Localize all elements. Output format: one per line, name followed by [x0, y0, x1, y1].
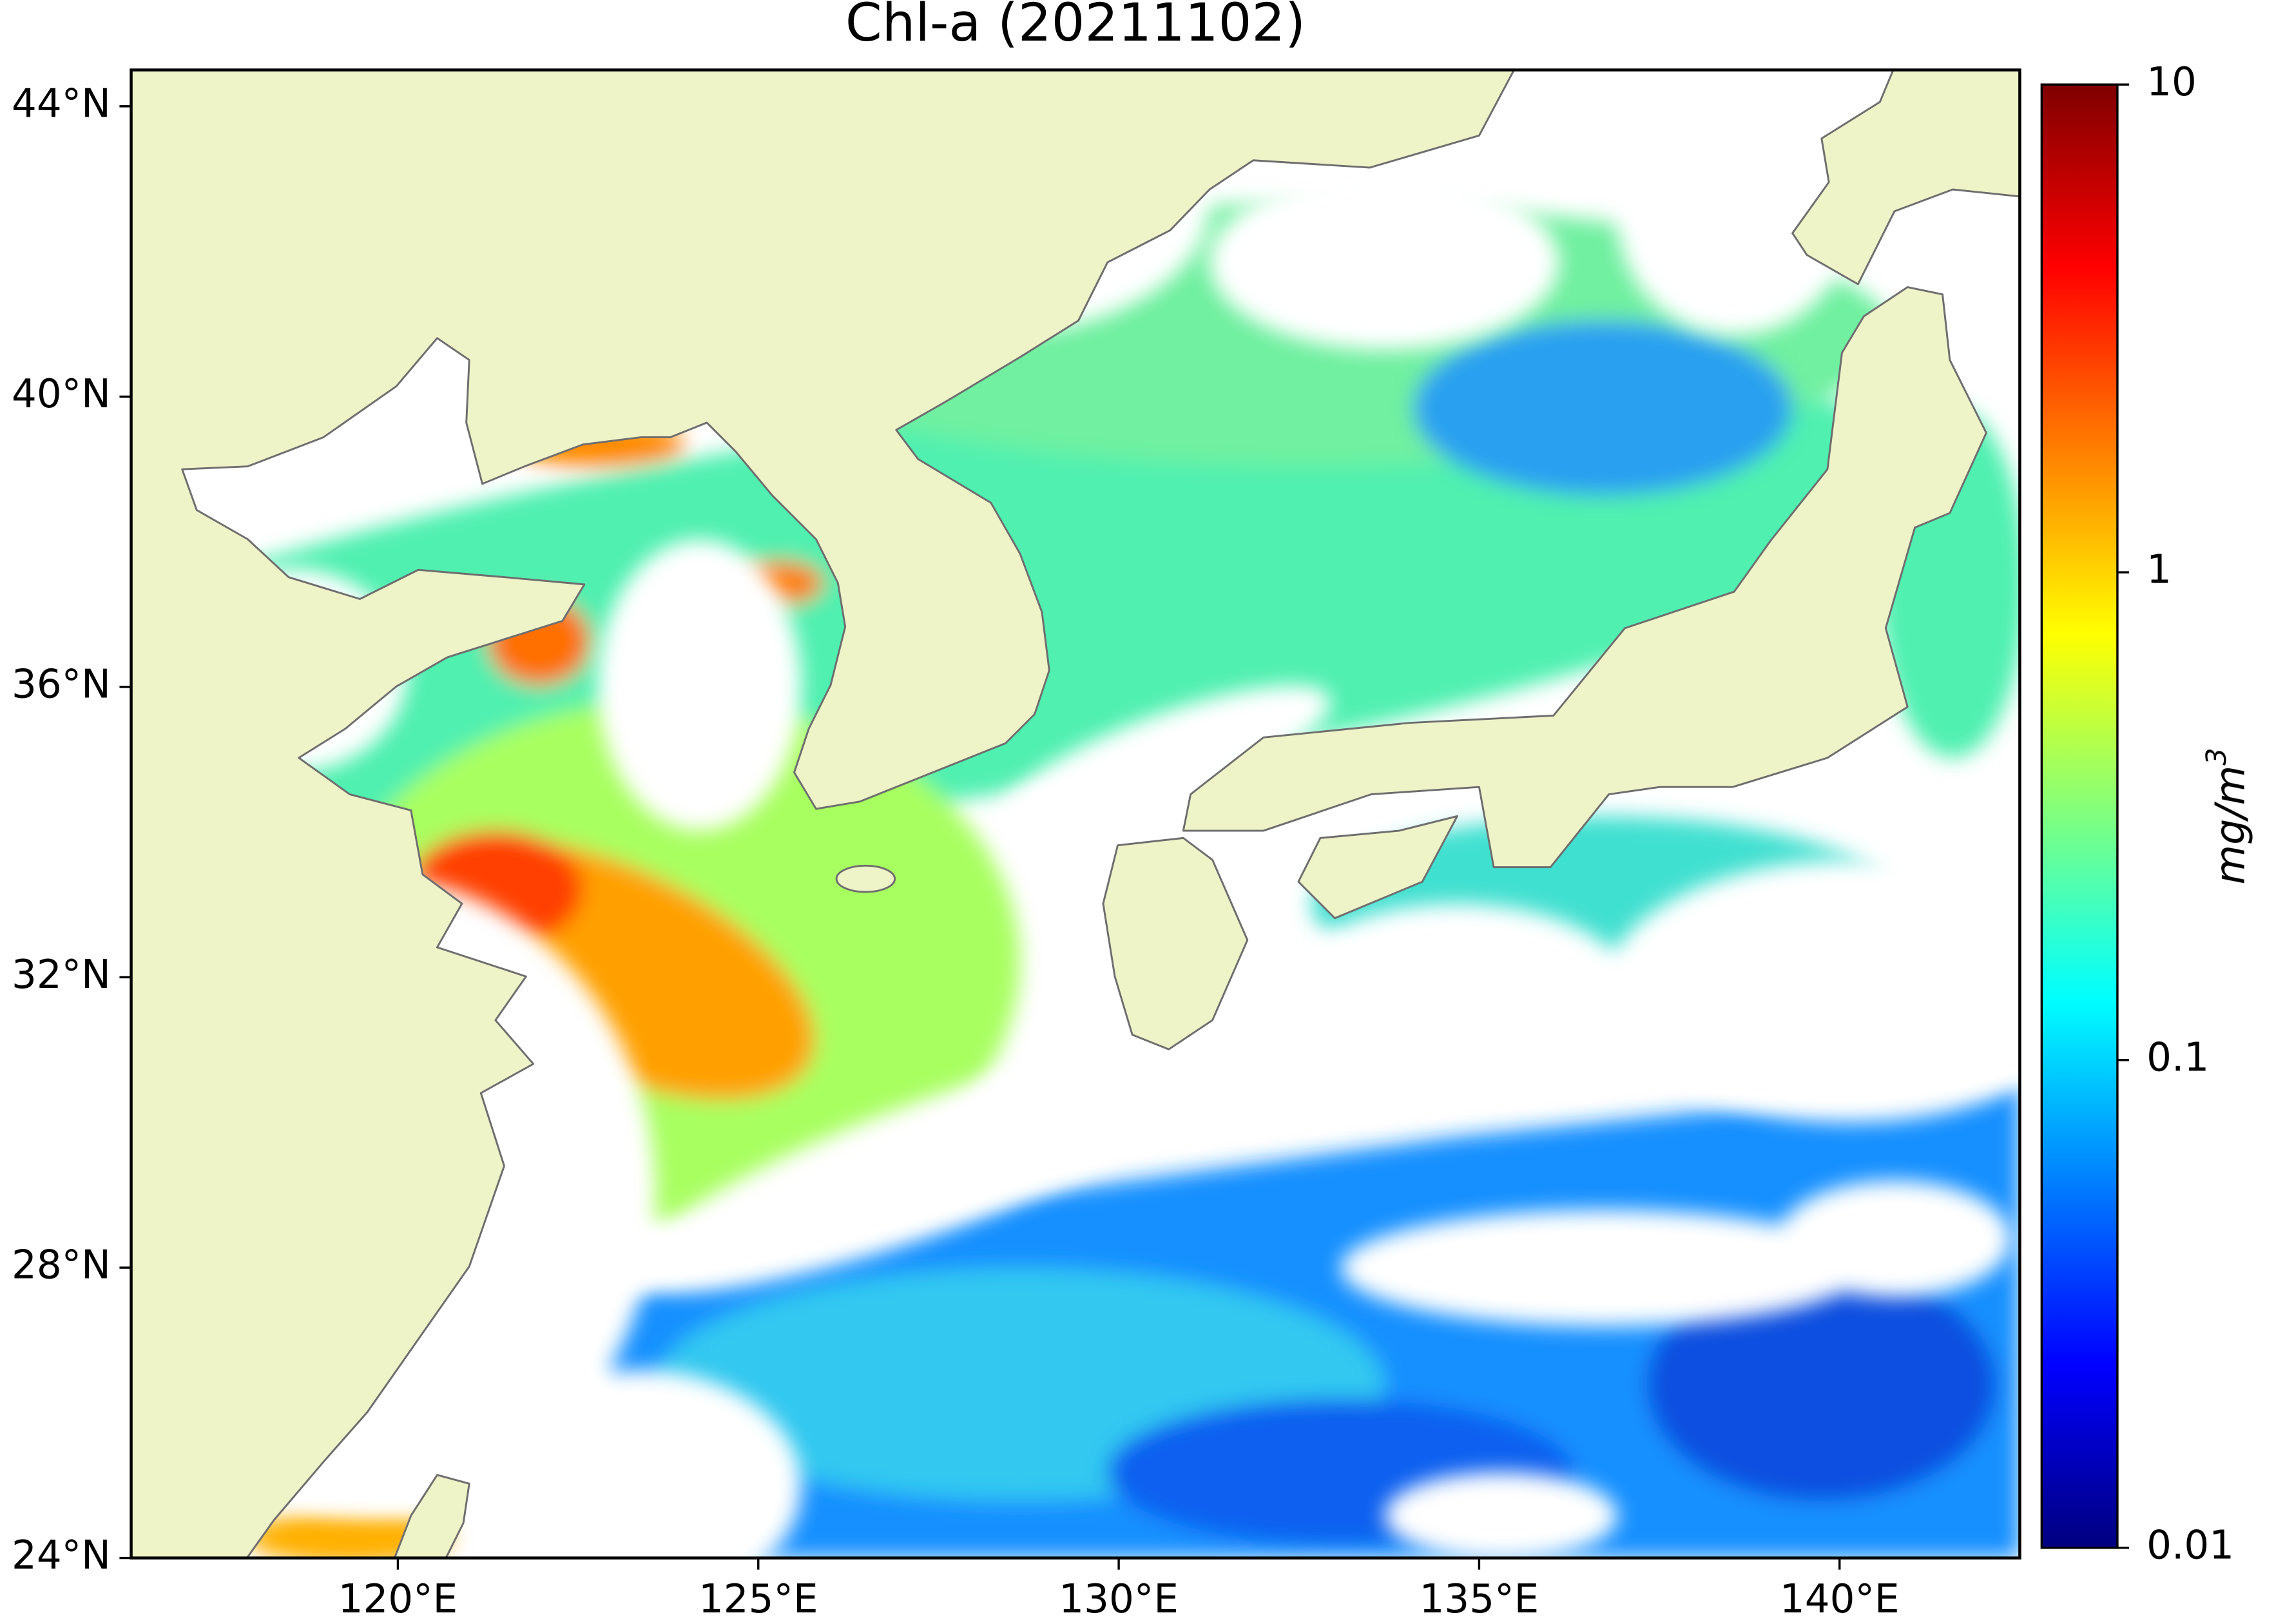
cloud	[1001, 685, 1331, 831]
cloud	[1384, 1472, 1618, 1558]
honshu	[1182, 286, 1987, 869]
cloud	[1282, 904, 1632, 1079]
y-tick-label: 28°N	[12, 1242, 111, 1288]
chl-patch	[1413, 320, 1793, 496]
map-frame	[130, 68, 2021, 1560]
cloud	[481, 1369, 802, 1558]
land	[131, 70, 2020, 1558]
axis-ticks: 120°E 125°E 130°E 135°E 140°E 24°N 28°N 32°N 36°…	[12, 59, 2234, 1622]
cloud	[1617, 102, 1851, 336]
cloud	[1210, 175, 1559, 350]
cloud	[630, 1040, 1235, 1292]
kyushu	[1102, 836, 1249, 1050]
colorbar-label: mg/m3	[2200, 748, 2253, 884]
colorbar-tick-label: 1	[2146, 547, 2172, 593]
cloud	[1603, 860, 2020, 1123]
colorbar-unit: mg/m	[2206, 766, 2253, 885]
cloud	[1778, 1180, 2011, 1297]
x-tick-label: 120°E	[338, 1576, 458, 1622]
y-tick-label: 24°N	[12, 1532, 111, 1578]
y-tick-label: 36°N	[12, 662, 111, 708]
hokkaido	[1791, 70, 2020, 285]
colorbar-unit-exponent: 3	[2200, 748, 2232, 765]
cloud	[1340, 1210, 1866, 1326]
x-tick-label: 125°E	[699, 1576, 818, 1622]
colorbar-tick-label: 0.01	[2146, 1522, 2234, 1568]
y-tick-label: 32°N	[12, 952, 111, 998]
x-tick-label: 135°E	[1420, 1576, 1539, 1622]
map-area	[131, 70, 2020, 1558]
jeju	[835, 864, 896, 893]
map-title: Chl-a (20211102)	[845, 0, 1306, 53]
x-tick-label: 130°E	[1059, 1576, 1179, 1622]
taiwan	[393, 1474, 470, 1558]
colorbar-tick-label: 0.1	[2146, 1034, 2209, 1080]
x-tick-label: 140°E	[1780, 1576, 1900, 1622]
colorbar-tick-label: 10	[2146, 59, 2197, 105]
mainland-asia	[131, 70, 1516, 1558]
chl-patch	[1646, 1268, 1997, 1502]
cloud	[597, 539, 802, 831]
shikoku	[1297, 815, 1458, 920]
y-tick-label: 44°N	[12, 81, 111, 126]
y-tick-label: 40°N	[12, 371, 111, 417]
colorbar	[2040, 83, 2119, 1549]
